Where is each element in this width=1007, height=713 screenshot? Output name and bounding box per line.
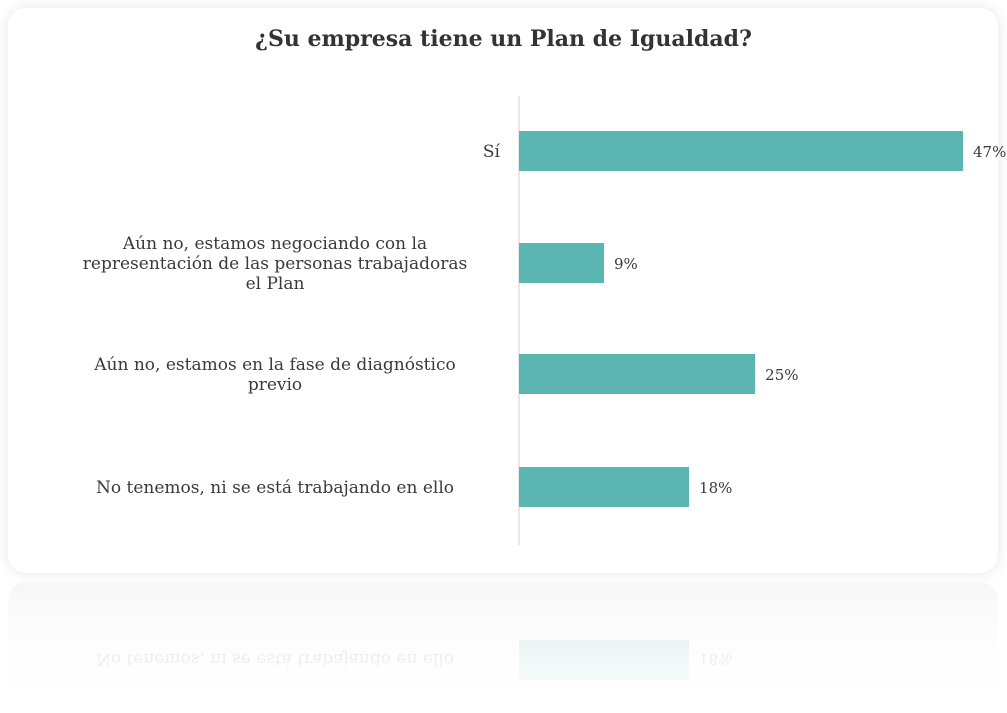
category-label-line: previo: [248, 375, 302, 395]
category-label-line: No tenemos, ni se está trabajando en ell…: [96, 478, 454, 498]
category-label-line: Aún no, estamos negociando con la: [122, 234, 427, 254]
category-label: Aún no, estamos negociando con la represe…: [83, 234, 467, 294]
bar: [519, 243, 605, 283]
value-label: 47%: [973, 143, 1006, 161]
category-label: Sí: [483, 142, 501, 162]
category-label-line: el Plan: [246, 274, 305, 294]
chart-title: ¿Su empresa tiene un Plan de Igualdad?: [255, 26, 752, 52]
bar: [519, 354, 756, 394]
category-label-line: representación de las personas trabajado…: [83, 254, 467, 274]
value-label: 9%: [614, 255, 638, 273]
value-label: 18%: [699, 479, 732, 497]
category-label: No tenemos, ni se está trabajando en ell…: [96, 478, 454, 498]
chart-reflection: No tenemos, ni se está trabajando en ell…: [8, 582, 998, 713]
category-label-line: Aún no, estamos en la fase de diagnóstic…: [93, 355, 455, 375]
bar: [519, 131, 963, 171]
category-label: Aún no, estamos en la fase de diagnóstic…: [93, 355, 455, 395]
bar: [519, 467, 690, 507]
category-label-line: Sí: [483, 142, 501, 162]
chart-card: [8, 8, 998, 573]
value-label: 25%: [765, 366, 798, 384]
